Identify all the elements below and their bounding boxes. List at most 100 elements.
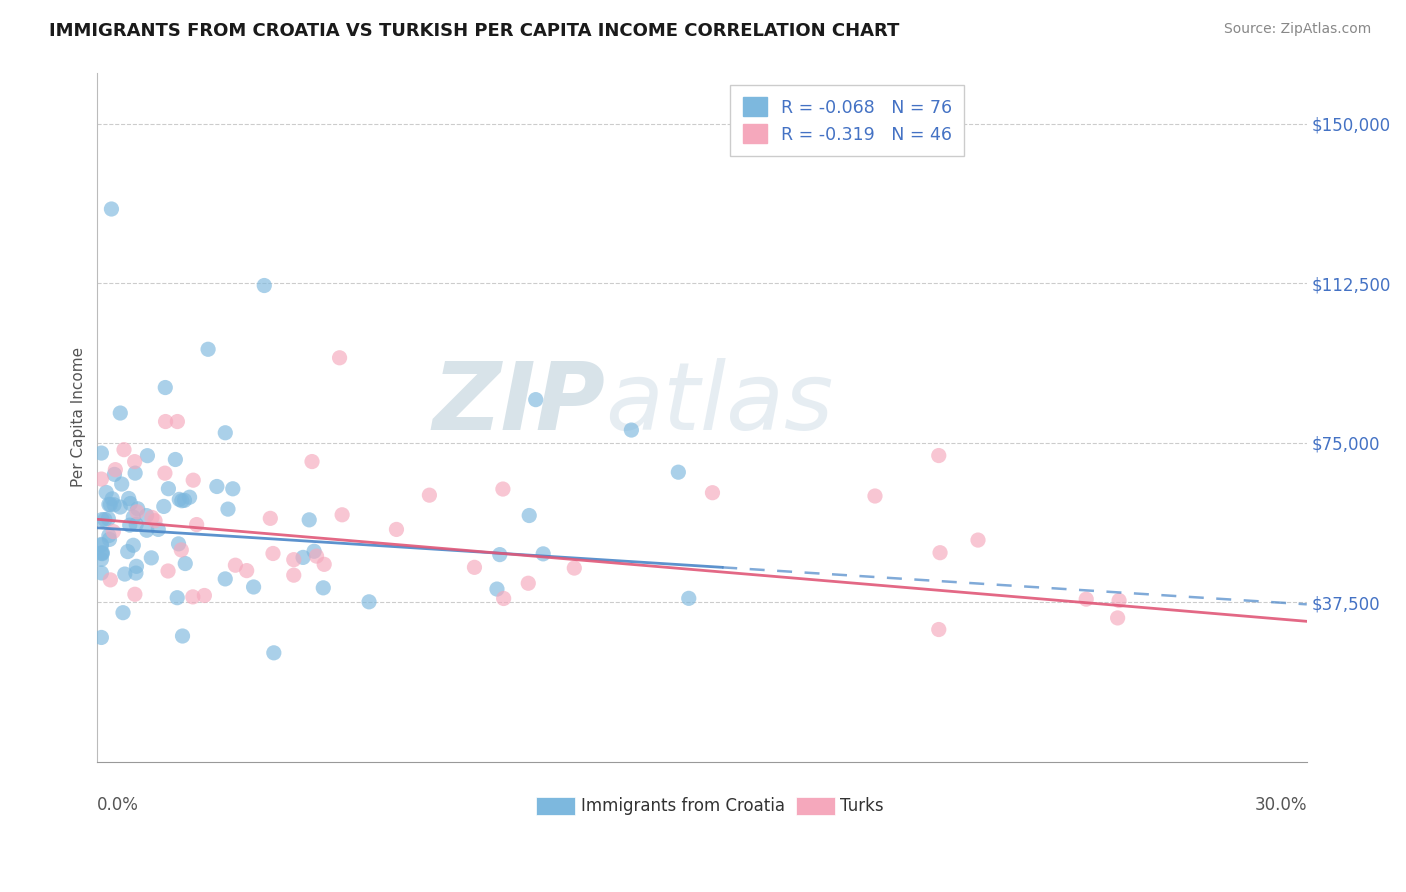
Y-axis label: Per Capita Income: Per Capita Income xyxy=(72,347,86,487)
Point xyxy=(485,582,508,596)
Point xyxy=(103,524,125,539)
Point xyxy=(172,629,194,643)
Point xyxy=(125,559,148,574)
Text: Turks: Turks xyxy=(839,797,883,814)
Point xyxy=(488,548,510,562)
Point xyxy=(104,462,127,476)
Point xyxy=(90,537,112,551)
Point xyxy=(492,591,515,606)
Point xyxy=(312,581,335,595)
Point xyxy=(205,479,228,493)
Point xyxy=(173,493,195,508)
Point xyxy=(125,517,148,532)
Point xyxy=(702,485,724,500)
Point xyxy=(463,560,485,574)
Point xyxy=(169,492,191,507)
Point xyxy=(263,646,285,660)
Point xyxy=(863,489,886,503)
Point xyxy=(141,510,163,524)
Point xyxy=(298,513,321,527)
Point xyxy=(385,523,408,537)
Point xyxy=(90,566,112,580)
Point xyxy=(928,623,950,637)
Point xyxy=(90,446,112,460)
Point xyxy=(100,202,122,216)
Point xyxy=(110,500,132,514)
Point xyxy=(90,546,112,560)
Point xyxy=(111,477,134,491)
Point xyxy=(302,544,325,558)
Point xyxy=(492,482,515,496)
Point xyxy=(112,442,135,457)
Point xyxy=(136,449,159,463)
FancyBboxPatch shape xyxy=(536,797,575,814)
Text: Immigrants from Croatia: Immigrants from Croatia xyxy=(581,797,785,814)
Point xyxy=(562,561,585,575)
Point xyxy=(197,343,219,357)
FancyBboxPatch shape xyxy=(796,797,835,814)
Point xyxy=(98,533,121,547)
Point xyxy=(96,485,118,500)
Point xyxy=(91,512,114,526)
Point xyxy=(235,564,257,578)
Point xyxy=(1107,611,1129,625)
Point xyxy=(193,589,215,603)
Point xyxy=(91,545,114,559)
Point xyxy=(181,590,204,604)
Point xyxy=(122,538,145,552)
Point xyxy=(181,473,204,487)
Text: Source: ZipAtlas.com: Source: ZipAtlas.com xyxy=(1223,22,1371,37)
Point xyxy=(357,595,380,609)
Point xyxy=(143,514,166,528)
Point xyxy=(157,564,180,578)
Point xyxy=(141,550,163,565)
Point xyxy=(330,508,353,522)
Point xyxy=(90,552,112,566)
Text: 30.0%: 30.0% xyxy=(1254,796,1306,814)
Point xyxy=(967,533,990,547)
Point xyxy=(666,465,689,479)
Point xyxy=(217,502,239,516)
Point xyxy=(165,452,187,467)
Point xyxy=(153,466,176,480)
Point xyxy=(124,587,146,601)
Point xyxy=(90,538,112,552)
Point xyxy=(98,498,121,512)
Point xyxy=(214,425,236,440)
Point xyxy=(94,512,117,526)
Point xyxy=(517,576,540,591)
Point xyxy=(283,568,305,582)
Point xyxy=(301,454,323,468)
Point xyxy=(91,547,114,561)
Point xyxy=(125,505,148,519)
Point xyxy=(148,523,170,537)
Text: ZIP: ZIP xyxy=(433,358,606,450)
Point xyxy=(103,467,125,482)
Point xyxy=(314,558,336,572)
Point xyxy=(101,491,124,506)
Point xyxy=(283,552,305,566)
Point xyxy=(174,557,197,571)
Legend: R = -0.068   N = 76, R = -0.319   N = 46: R = -0.068 N = 76, R = -0.319 N = 46 xyxy=(730,85,965,156)
Point xyxy=(155,380,177,394)
Text: IMMIGRANTS FROM CROATIA VS TURKISH PER CAPITA INCOME CORRELATION CHART: IMMIGRANTS FROM CROATIA VS TURKISH PER C… xyxy=(49,22,900,40)
Point xyxy=(90,472,112,486)
Point xyxy=(111,606,134,620)
Point xyxy=(155,415,177,429)
Point xyxy=(222,482,245,496)
Point xyxy=(1108,593,1130,607)
Text: 0.0%: 0.0% xyxy=(97,796,139,814)
Point xyxy=(114,567,136,582)
Point xyxy=(186,517,208,532)
Point xyxy=(524,392,547,407)
Point xyxy=(124,466,146,480)
Point xyxy=(620,423,643,437)
Point xyxy=(179,490,201,504)
Point xyxy=(329,351,352,365)
Point xyxy=(167,537,190,551)
Point xyxy=(166,591,188,605)
Point xyxy=(214,572,236,586)
Point xyxy=(135,523,157,537)
Point xyxy=(929,546,952,560)
Point xyxy=(120,496,142,510)
